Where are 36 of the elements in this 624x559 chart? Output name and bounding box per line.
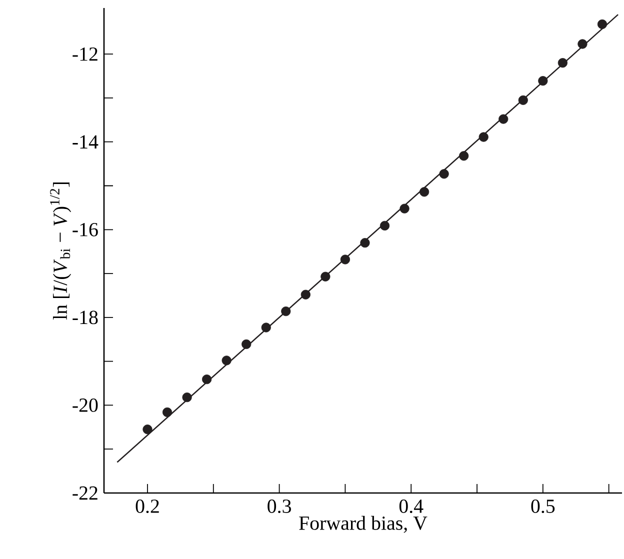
point — [419, 187, 430, 197]
point — [340, 254, 350, 264]
point — [518, 95, 528, 105]
point — [162, 407, 172, 418]
x-tick-label: 0.4 — [399, 500, 424, 514]
y-tick-label: -14 — [72, 135, 98, 148]
y-tick-label: -20 — [72, 398, 98, 412]
point — [380, 220, 390, 230]
x-axis-title: Forward bias, V — [299, 516, 428, 533]
point — [558, 58, 568, 68]
point — [478, 132, 488, 142]
point — [242, 339, 252, 350]
point — [300, 290, 310, 300]
y-tick-label: -18 — [72, 310, 98, 324]
text: ln [I/(V$_{bi}$ − V)$^{1/2}$] — [50, 182, 72, 320]
point — [459, 151, 469, 161]
point — [578, 39, 588, 49]
x-tick-label: 0.3 — [268, 500, 291, 514]
x-tick-label: 0.2 — [136, 500, 159, 514]
y-tick-label: -16 — [72, 222, 98, 236]
point — [498, 114, 508, 124]
point — [142, 424, 152, 434]
x-tick-label: 0.5 — [531, 500, 555, 514]
y-tick-label: -12 — [72, 47, 98, 61]
point — [182, 392, 192, 402]
point — [360, 238, 370, 248]
point — [281, 306, 291, 316]
point — [261, 322, 271, 332]
point — [320, 272, 330, 282]
y-tick-label: -22 — [72, 486, 98, 500]
point — [538, 76, 548, 86]
point — [439, 169, 449, 179]
point — [597, 19, 608, 30]
point — [202, 374, 212, 384]
point — [400, 204, 410, 214]
point — [222, 356, 232, 366]
